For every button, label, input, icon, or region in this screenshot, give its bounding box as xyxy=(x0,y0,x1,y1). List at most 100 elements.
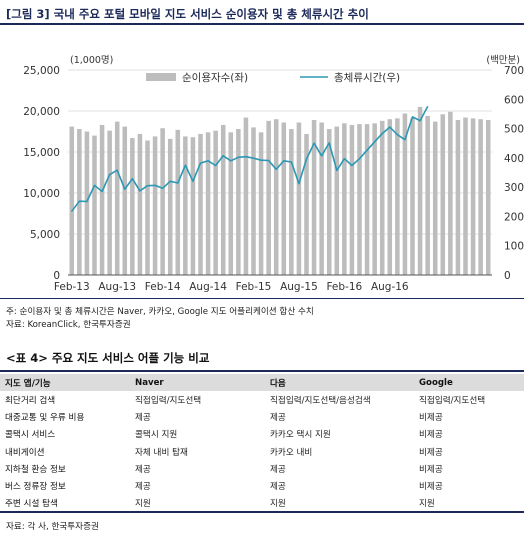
bar xyxy=(183,136,188,275)
table-cell: 제공 xyxy=(135,482,151,493)
bar xyxy=(205,132,211,275)
line-point xyxy=(275,168,277,170)
table-cell: 제공 xyxy=(270,464,286,475)
bar xyxy=(236,129,241,275)
bar xyxy=(349,124,355,275)
table-cell: 직접입력/지도선택 xyxy=(419,395,486,406)
chart-bottom-rule xyxy=(0,298,524,299)
bar xyxy=(145,140,150,275)
x-tick-label: Aug-16 xyxy=(371,281,409,293)
bar xyxy=(266,120,271,275)
line-point xyxy=(86,200,88,203)
right-tick-label: 100 xyxy=(504,241,524,253)
table-cell: 대중교통 및 우류 비용 xyxy=(5,412,85,423)
table-row: 콜택시 서비스 콜택시 지원 카카오 택시 지원 비제공 xyxy=(0,426,524,443)
table-cell: 비제공 xyxy=(419,412,443,423)
header-google: Google xyxy=(414,374,524,391)
table-title: <표 4> 주요 지도 서비스 어플 기능 비교 xyxy=(6,351,210,365)
bar xyxy=(304,133,309,275)
right-tick-label: 300 xyxy=(504,182,524,194)
table-source: 자료: 각 사, 한국투자증권 xyxy=(6,522,99,532)
table-cell: 카카오 내비 xyxy=(270,447,313,458)
figure-source: 자료: KoreanClick, 한국투자증권 xyxy=(6,320,131,330)
line-point xyxy=(230,160,232,162)
bar xyxy=(387,119,393,275)
table-cell: 최단거리 검색 xyxy=(5,395,56,406)
line-point xyxy=(313,142,315,144)
x-tick-label: Aug-15 xyxy=(280,281,318,293)
series-line-total-time xyxy=(71,106,429,212)
table-row: 버스 정류장 정보 제공 제공 비제공 xyxy=(0,477,524,494)
line-point xyxy=(283,160,285,162)
header-daum: 다음 xyxy=(265,374,414,391)
bar xyxy=(167,138,173,275)
x-tick-label: Feb-14 xyxy=(145,281,181,293)
table-row: 최단거리 검색 직접입력/지도선택 직접입력/지도선택/음성검색 직접입력/지도… xyxy=(0,391,524,408)
x-tick-label: Feb-16 xyxy=(326,281,362,293)
bar xyxy=(357,124,362,276)
line-point xyxy=(298,183,300,185)
line-point xyxy=(162,187,164,189)
bar xyxy=(243,117,249,275)
table-cell: 비제공 xyxy=(419,464,443,475)
bar xyxy=(114,121,120,275)
line-point xyxy=(116,169,118,171)
header-feature: 지도 앱/기능 xyxy=(0,374,130,391)
line-point xyxy=(396,134,398,136)
bar xyxy=(228,132,234,275)
combo-chart: 0 5,000 10,000 15,000 20,000 25,000 0 100 200 300… xyxy=(23,55,524,293)
line-point xyxy=(146,185,149,187)
line-point xyxy=(71,210,73,212)
table-cell: 지원 xyxy=(419,499,435,510)
table-cell: 비제공 xyxy=(419,447,443,458)
bar xyxy=(273,119,279,275)
table-cell: 직접입력/지도선택 xyxy=(135,395,202,406)
line-point xyxy=(222,155,224,157)
left-axis-unit: (1,000명) xyxy=(70,55,113,66)
bar xyxy=(402,113,408,276)
line-point xyxy=(215,164,217,167)
table-cell: 콜택시 서비스 xyxy=(5,430,56,441)
table-cell: 버스 정류장 정보 xyxy=(5,482,66,493)
right-tick-label: 200 xyxy=(504,211,524,223)
line-point xyxy=(290,161,292,163)
line-point xyxy=(154,184,156,186)
line-point xyxy=(124,188,126,190)
left-tick-label: 10,000 xyxy=(23,188,60,200)
x-tick-label: Aug-14 xyxy=(189,281,227,293)
right-tick-label: 400 xyxy=(504,153,524,165)
line-point xyxy=(404,139,406,141)
feature-comparison-table: 지도 앱/기능 Naver 다음 Google 최단거리 검색 직접입력/지도선… xyxy=(0,374,524,512)
bar xyxy=(440,114,446,275)
table-header-row: 지도 앱/기능 Naver 다음 Google xyxy=(0,374,524,391)
line-point xyxy=(358,158,361,160)
table-cell: 제공 xyxy=(270,482,286,493)
bar xyxy=(296,122,302,275)
bar xyxy=(448,111,453,275)
table-cell: 비제공 xyxy=(419,430,443,441)
x-tick-label: Feb-15 xyxy=(236,281,272,293)
bar xyxy=(92,135,97,275)
left-tick-label: 25,000 xyxy=(23,65,60,77)
line-point xyxy=(336,169,338,172)
table-cell: 자체 내비 탑재 xyxy=(135,447,188,458)
table-row: 대중교통 및 우류 비용 제공 제공 비제공 xyxy=(0,408,524,425)
bar xyxy=(198,133,203,275)
bar xyxy=(289,129,294,275)
table-cell: 제공 xyxy=(135,412,151,423)
line-point xyxy=(252,157,255,159)
bar xyxy=(122,126,128,275)
right-tick-label: 0 xyxy=(504,270,511,282)
line-point xyxy=(389,126,391,128)
x-tick-label: Aug-13 xyxy=(98,281,136,293)
line-point xyxy=(328,142,330,144)
line-point xyxy=(351,164,353,167)
table-cell: 제공 xyxy=(270,412,286,423)
line-point xyxy=(419,120,421,122)
bar xyxy=(395,118,400,275)
bar xyxy=(334,126,340,275)
line-point xyxy=(101,190,103,193)
line-point xyxy=(169,180,171,182)
line-point xyxy=(177,182,179,184)
table-bottom-rule xyxy=(0,511,524,513)
